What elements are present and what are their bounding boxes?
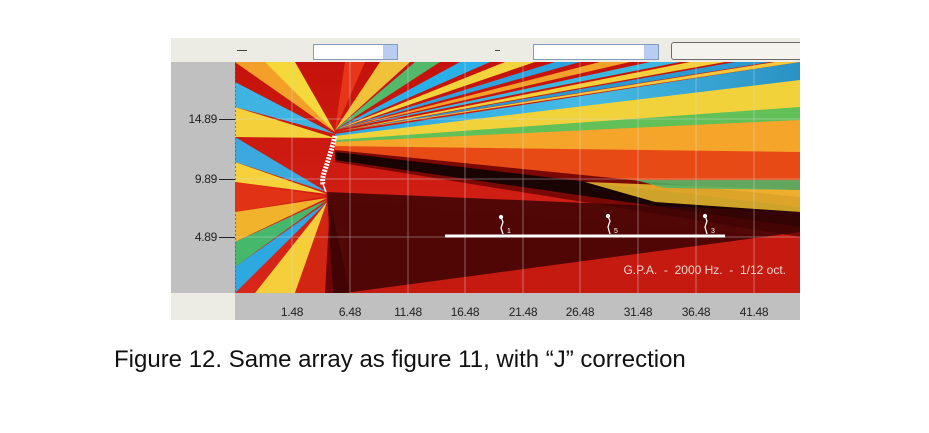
x-tick-label: 6.48: [338, 305, 362, 319]
y-tick-mark: [219, 119, 235, 120]
upper-fan-rays: [335, 62, 800, 132]
listener-label-1: 1: [507, 228, 511, 235]
listener-label-5: 5: [614, 228, 618, 235]
dropdown-arrow-icon[interactable]: [644, 45, 658, 59]
right-lobe-green: [635, 180, 800, 190]
dropdown-arrow-icon[interactable]: [383, 45, 397, 59]
x-tick-label: 21.48: [508, 305, 538, 319]
listener-label-3: 3: [711, 228, 715, 235]
simulation-annotation: G.P.A. - 2000 Hz. - 1/12 oct.: [623, 263, 786, 277]
simulation-window: 14.89 9.89 4.89 1.48 6.48 11.48 16.48 21…: [171, 38, 800, 320]
x-tick-label: 16.48: [450, 305, 480, 319]
listener-marker-3[interactable]: [702, 213, 708, 235]
y-tick-label: 14.89: [188, 112, 217, 126]
x-tick-label: 11.48: [394, 305, 422, 319]
right-lobe-yellow: [585, 182, 800, 212]
axis-corner: [171, 293, 235, 320]
toolbar-input-right[interactable]: [533, 44, 659, 60]
shadow-region: [327, 192, 800, 293]
toolbar-button[interactable]: [671, 42, 800, 60]
y-tick-label: 9.89: [194, 172, 217, 186]
x-tick-label: 1.48: [280, 305, 304, 319]
x-tick-label: 36.48: [681, 305, 711, 319]
toolbar: [171, 38, 800, 62]
y-tick-label: 4.89: [194, 230, 217, 244]
toolbar-input-left[interactable]: [313, 44, 398, 60]
x-tick-label: 31.48: [623, 305, 653, 319]
listener-marker-1[interactable]: [498, 214, 504, 235]
figure-caption: Figure 12. Same array as figure 11, with…: [114, 346, 686, 373]
line-array-speakers[interactable]: [320, 135, 338, 193]
x-axis-panel: 1.48 6.48 11.48 16.48 21.48 26.48 31.48 …: [171, 293, 800, 320]
sound-field-heatmap[interactable]: 1 5 3 G.P.A. - 2000 Hz. - 1/12 oct.: [235, 62, 800, 293]
toolbar-label-fragment: [495, 42, 500, 51]
y-axis-panel: 14.89 9.89 4.89: [171, 62, 235, 293]
listener-marker-5[interactable]: [605, 213, 611, 235]
x-tick-label: 26.48: [565, 305, 595, 319]
y-tick-mark: [219, 237, 235, 238]
toolbar-label-fragment: [237, 42, 247, 51]
x-tick-label: 41.48: [739, 305, 769, 319]
y-tick-mark: [219, 179, 235, 180]
